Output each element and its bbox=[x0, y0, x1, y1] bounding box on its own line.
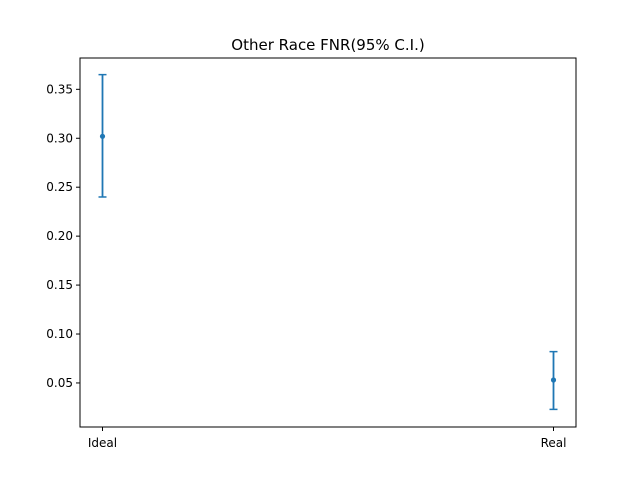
y-tick-label: 0.15 bbox=[46, 278, 73, 292]
y-tick-label: 0.05 bbox=[46, 376, 73, 390]
data-point bbox=[99, 133, 106, 139]
y-tick-label: 0.35 bbox=[46, 82, 73, 96]
x-tick-label: Real bbox=[541, 436, 567, 450]
y-axis: 0.05 0.10 0.15 0.20 0.25 0.30 0.35 bbox=[46, 82, 80, 390]
data-point bbox=[550, 377, 557, 383]
x-axis: Ideal Real bbox=[88, 427, 567, 450]
plot-marks bbox=[98, 73, 558, 411]
y-tick-label: 0.30 bbox=[46, 131, 73, 145]
y-tick-label: 0.10 bbox=[46, 327, 73, 341]
plot-frame bbox=[79, 57, 577, 428]
chart-title: Other Race FNR(95% C.I.) bbox=[231, 36, 424, 54]
y-tick-label: 0.25 bbox=[46, 180, 73, 194]
y-tick-label: 0.20 bbox=[46, 229, 73, 243]
x-tick-label: Ideal bbox=[88, 436, 117, 450]
